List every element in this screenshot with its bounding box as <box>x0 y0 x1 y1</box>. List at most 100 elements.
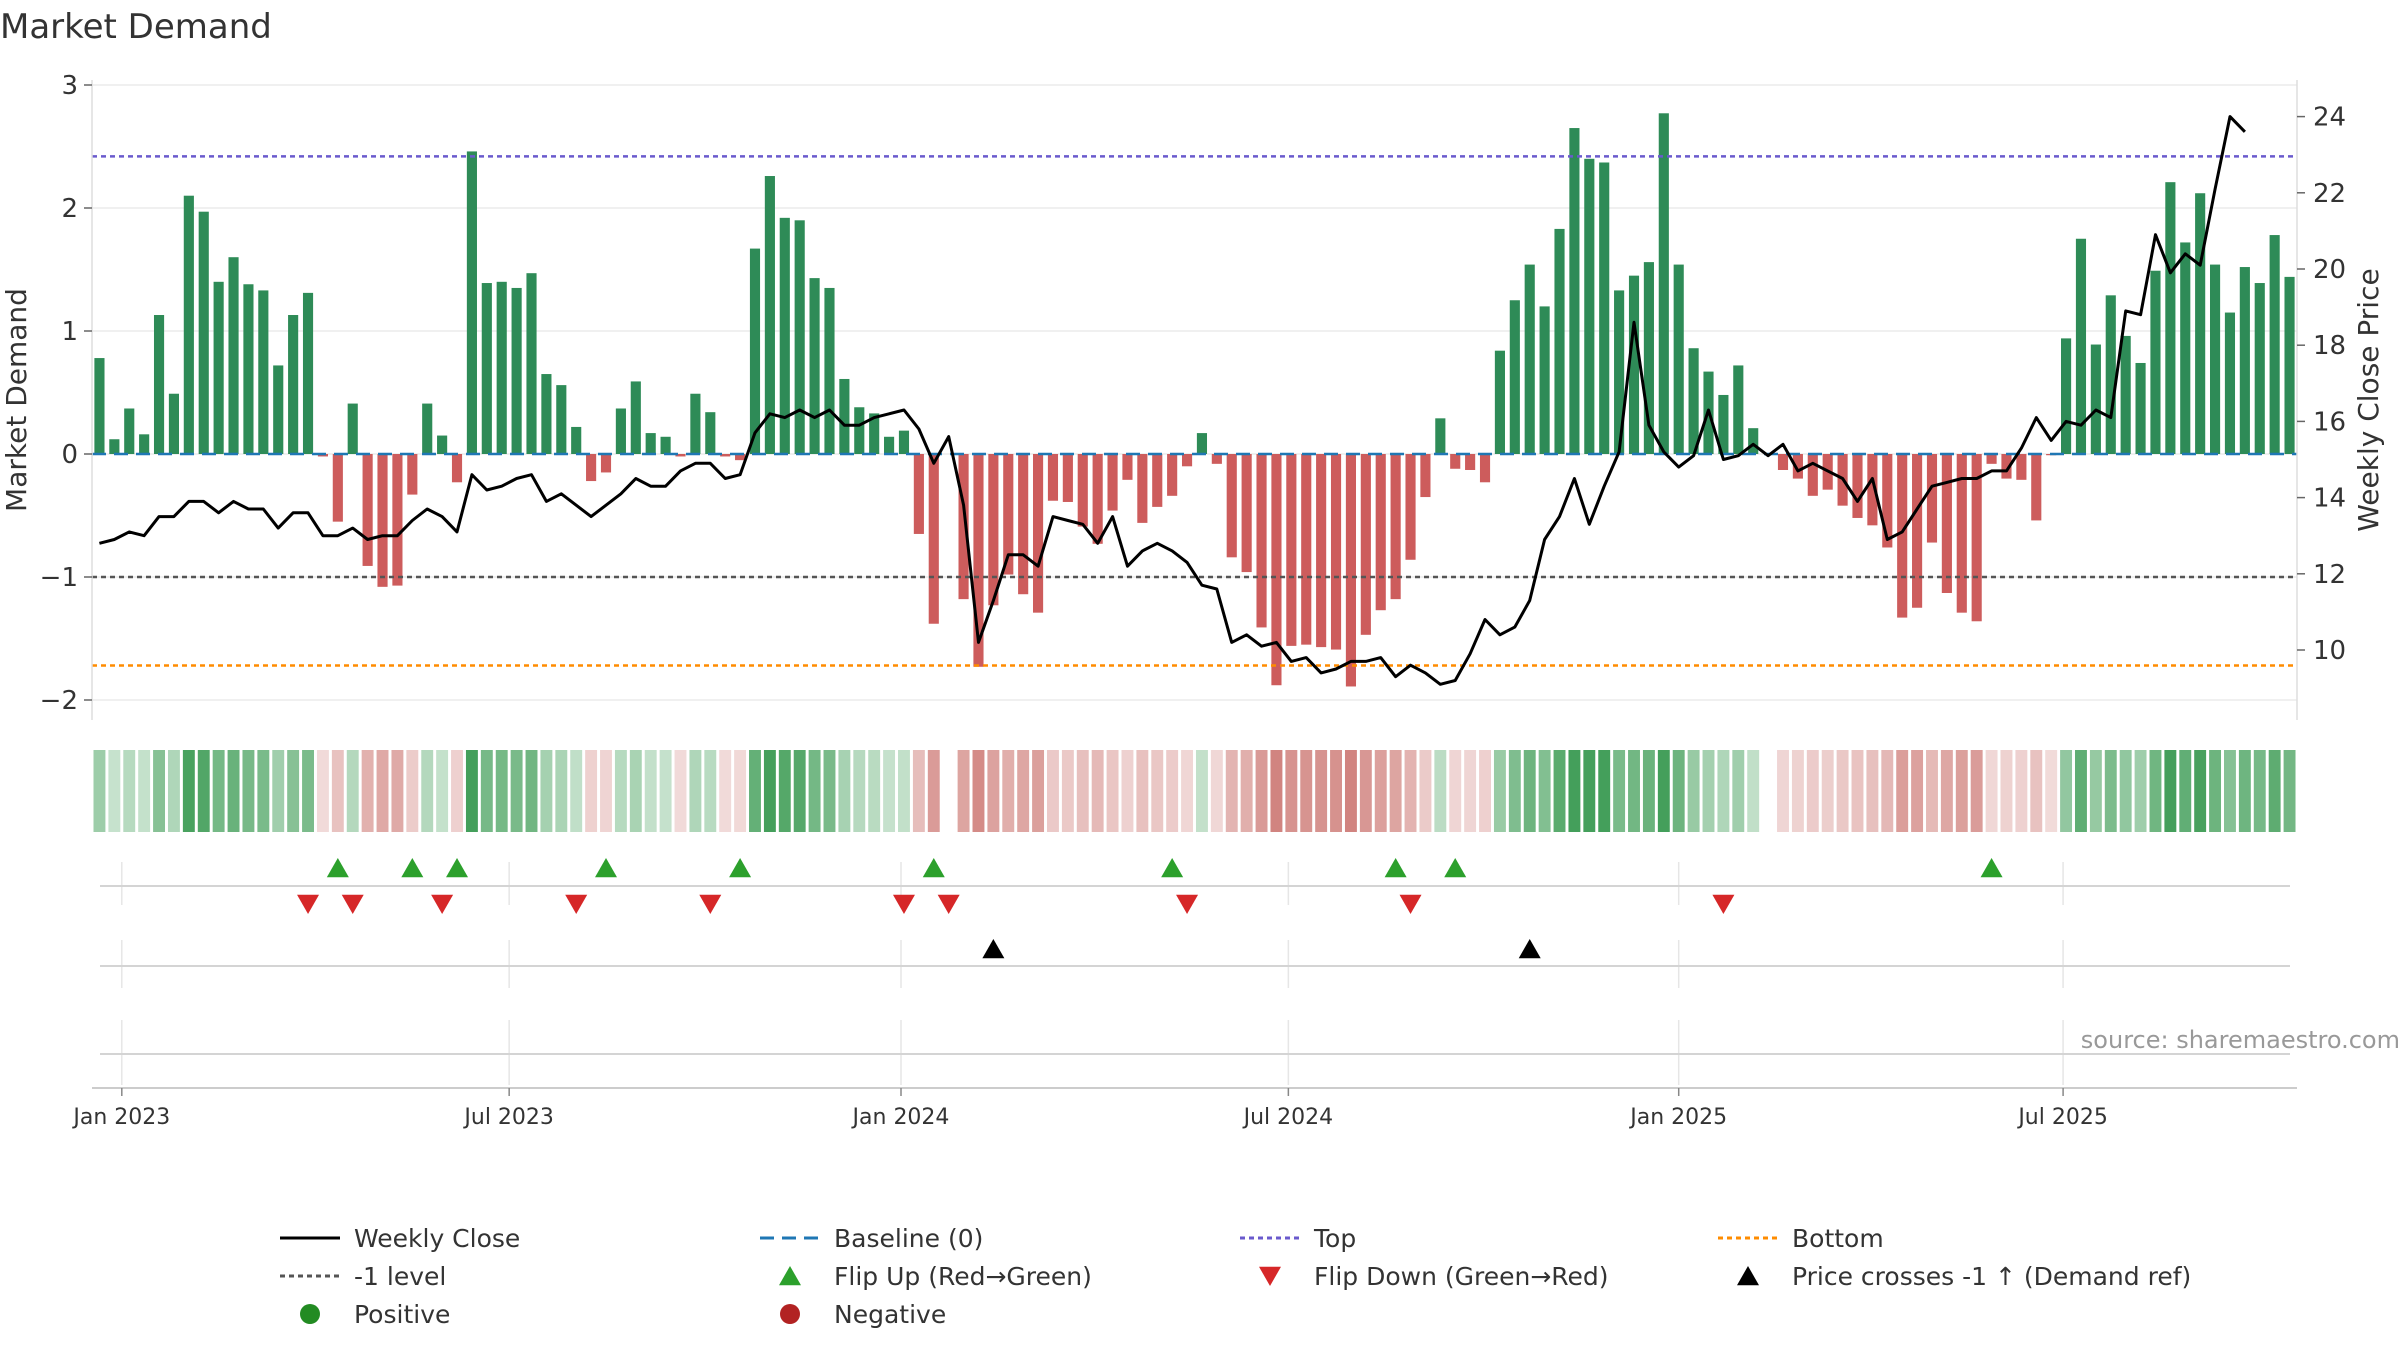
heat-cell <box>1955 750 1968 832</box>
legend-item: Baseline (0) <box>760 1224 983 1253</box>
heat-cell <box>1523 750 1536 832</box>
demand-bar <box>2016 454 2027 480</box>
demand-bar <box>2075 238 2087 454</box>
demand-bar <box>1330 454 1342 650</box>
demand-bar <box>94 358 105 454</box>
demand-bar <box>1405 454 1416 560</box>
demand-bar <box>690 393 701 454</box>
heat-cell <box>1657 750 1670 832</box>
price-cross-marker <box>1518 939 1541 959</box>
x-tick-label: Jan 2025 <box>1628 1105 1727 1130</box>
heat-cell <box>1002 750 1015 832</box>
heat-cell <box>1732 750 1745 832</box>
legend-swatch-positive <box>300 1304 320 1324</box>
heat-cell <box>1642 750 1655 832</box>
heat-cell <box>2075 750 2087 832</box>
heat-cell <box>898 750 910 832</box>
demand-bar <box>764 176 775 454</box>
demand-bar <box>481 283 492 454</box>
demand-bar <box>2180 242 2191 454</box>
heat-cell <box>644 750 657 832</box>
heat-cell <box>600 750 612 832</box>
demand-bar <box>139 434 150 454</box>
demand-bar <box>1956 454 1967 613</box>
demand-bar <box>913 454 924 534</box>
demand-bar <box>362 454 373 566</box>
flip-down-marker <box>341 894 364 914</box>
demand-bar <box>779 217 790 454</box>
demand-bar <box>1152 454 1163 507</box>
demand-bar <box>347 403 358 454</box>
heat-cell <box>1091 750 1104 832</box>
flip-up-marker <box>1444 858 1467 878</box>
demand-bar <box>1032 454 1044 613</box>
heat-cell <box>2149 750 2162 832</box>
x-tick-label: Jul 2023 <box>462 1105 554 1130</box>
demand-bar <box>1465 454 1476 470</box>
heat-cell <box>2209 750 2222 832</box>
heat-cell <box>1628 750 1640 832</box>
demand-bar <box>377 454 388 587</box>
demand-bar <box>1286 454 1297 646</box>
demand-bar <box>1599 162 1610 455</box>
demand-bar <box>869 413 880 454</box>
heat-cell <box>2179 750 2192 832</box>
heat-cell <box>1806 750 1819 832</box>
heat-cell <box>1389 750 1402 832</box>
flip-up-marker <box>446 858 469 878</box>
demand-bar <box>1882 454 1893 548</box>
demand-bar <box>1792 454 1803 479</box>
heat-cell <box>868 750 881 832</box>
y2-tick-label: 12 <box>2313 560 2346 590</box>
price-line <box>99 115 2246 686</box>
heat-cell <box>1181 750 1194 832</box>
y-tick-label: −2 <box>40 686 78 716</box>
heat-cell <box>138 750 151 832</box>
heat-cell <box>2045 750 2058 832</box>
legend-item: Bottom <box>1718 1224 1884 1253</box>
heat-cell <box>2283 750 2296 832</box>
demand-bar <box>1420 454 1431 498</box>
demand-bar <box>288 315 299 454</box>
heat-cell <box>2119 750 2132 832</box>
price-line-group <box>99 115 2246 686</box>
reference-lines <box>92 155 2297 667</box>
heat-cell <box>1404 750 1417 832</box>
demand-bar <box>228 257 239 454</box>
heat-cell <box>1821 750 1834 832</box>
demand-bar <box>1062 454 1073 502</box>
x-tick-label: Jul 2025 <box>2016 1105 2108 1130</box>
heat-cell <box>1106 750 1119 832</box>
heat-cell <box>2060 750 2073 832</box>
demand-bar <box>1569 128 1580 455</box>
legend-swatch-negative <box>780 1304 800 1324</box>
heat-cell <box>167 750 180 832</box>
heat-cell <box>272 750 285 832</box>
demand-bar <box>168 393 180 454</box>
demand-bar <box>898 430 910 454</box>
demand-bar <box>2105 295 2116 454</box>
y2-tick-label: 10 <box>2313 636 2346 666</box>
heat-cell <box>1777 750 1789 832</box>
demand-bar <box>1509 300 1520 454</box>
heat-cell <box>1121 750 1134 832</box>
heat-cell <box>2030 750 2043 832</box>
legend-item: Top <box>1240 1224 1356 1253</box>
heat-cell <box>331 750 344 832</box>
demand-bar <box>1658 113 1669 454</box>
flip-down-marker <box>1176 894 1199 914</box>
heat-cell <box>406 750 419 832</box>
legend-label: Bottom <box>1792 1224 1884 1253</box>
flip-up-marker <box>1384 858 1407 878</box>
heat-cell <box>1508 750 1521 832</box>
flip-up-marker <box>595 858 618 878</box>
demand-bar <box>1047 454 1059 501</box>
demand-bar <box>1256 454 1267 628</box>
demand-bar <box>2269 235 2280 454</box>
heat-cell <box>689 750 702 832</box>
demand-bar <box>1524 264 1535 454</box>
y2-tick-label: 18 <box>2313 331 2346 361</box>
legend-item: Positive <box>300 1300 450 1329</box>
heat-cell <box>2134 750 2147 832</box>
heat-cell <box>1970 750 1983 832</box>
